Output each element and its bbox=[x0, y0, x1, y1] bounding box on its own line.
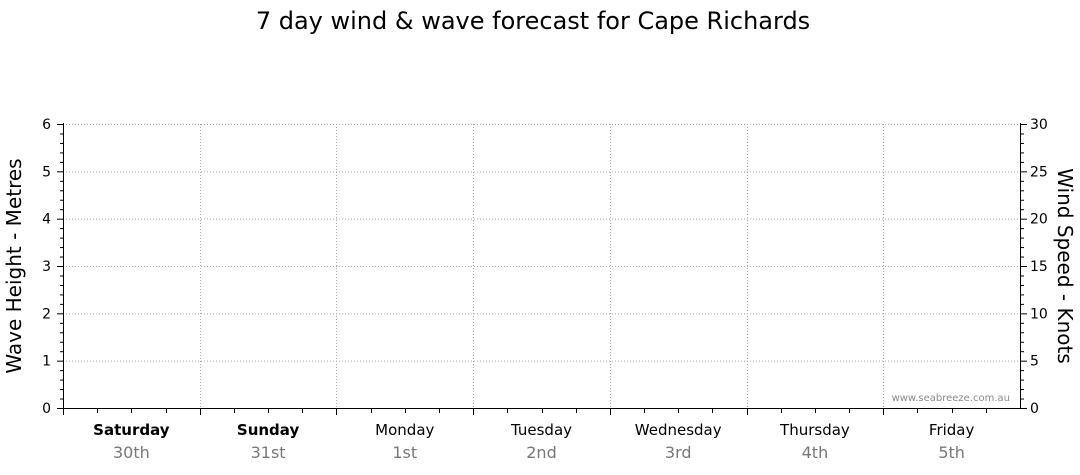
date-label-2: 1st bbox=[392, 443, 417, 462]
date-label-4: 3rd bbox=[665, 443, 692, 462]
right-axis-title: Wind Speed - Knots bbox=[1053, 168, 1077, 364]
date-label-5: 4th bbox=[802, 443, 829, 462]
axes bbox=[57, 123, 1027, 415]
left-axis-title: Wave Height - Metres bbox=[2, 158, 26, 373]
day-labels: Saturday 30th Sunday 31st Monday 1st Tuesday 2n… bbox=[93, 421, 974, 462]
right-tick-label-6: 30 bbox=[1030, 117, 1048, 133]
left-tick-label-1: 1 bbox=[42, 354, 51, 370]
right-tick-label-4: 20 bbox=[1030, 212, 1048, 228]
right-tick-label-5: 25 bbox=[1030, 164, 1048, 180]
right-tick-label-0: 0 bbox=[1030, 401, 1039, 417]
day-label-2: Monday bbox=[375, 421, 434, 439]
day-label-0: Saturday bbox=[93, 421, 170, 439]
day-label-6: Friday bbox=[929, 421, 975, 439]
date-label-3: 2nd bbox=[526, 443, 556, 462]
left-tick-label-4: 4 bbox=[42, 212, 51, 228]
tick-labels: 0 1 2 3 4 5 6 0 5 10 15 20 25 30 bbox=[42, 117, 1048, 417]
chart-title: 7 day wind & wave forecast for Cape Rich… bbox=[256, 7, 810, 35]
day-label-4: Wednesday bbox=[635, 421, 722, 439]
right-tick-label-2: 10 bbox=[1030, 306, 1048, 322]
date-label-6: 5th bbox=[938, 443, 965, 462]
day-label-3: Tuesday bbox=[510, 421, 572, 439]
day-label-5: Thursday bbox=[779, 421, 850, 439]
right-tick-label-1: 5 bbox=[1030, 354, 1039, 370]
date-label-0: 30th bbox=[113, 443, 150, 462]
watermark-text: www.seabreeze.com.au bbox=[892, 393, 1010, 404]
date-label-1: 31st bbox=[251, 443, 286, 462]
left-tick-label-3: 3 bbox=[42, 259, 51, 275]
grid bbox=[63, 124, 1020, 408]
left-tick-label-2: 2 bbox=[42, 306, 51, 322]
left-tick-label-6: 6 bbox=[42, 117, 51, 133]
day-label-1: Sunday bbox=[237, 421, 300, 439]
left-tick-label-5: 5 bbox=[42, 164, 51, 180]
left-tick-label-0: 0 bbox=[42, 401, 51, 417]
right-tick-label-3: 15 bbox=[1030, 259, 1048, 275]
